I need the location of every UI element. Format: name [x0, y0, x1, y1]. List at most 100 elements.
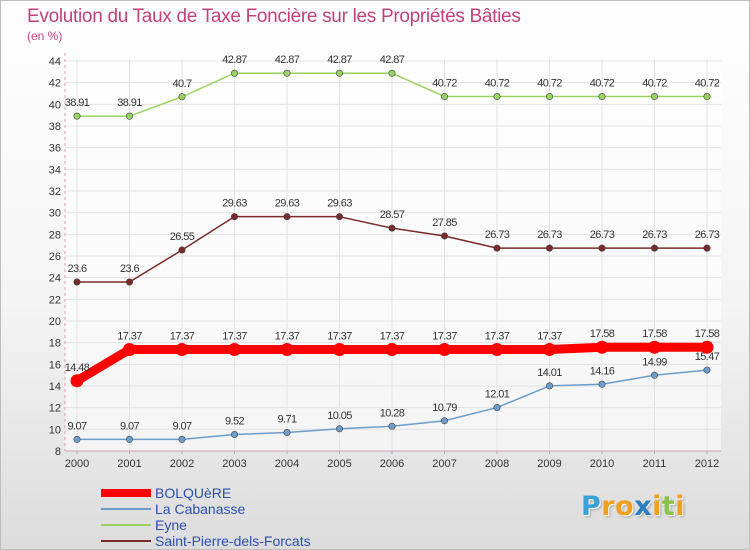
- y-tick-label: 40: [49, 99, 61, 111]
- x-tick-label: 2001: [117, 458, 141, 470]
- data-point: [123, 342, 136, 356]
- x-tick-label: 2011: [643, 458, 667, 470]
- legend-swatch: [101, 489, 151, 497]
- legend-label: Eyne: [155, 517, 187, 533]
- data-label: 38.91: [117, 97, 142, 109]
- data-label: 29.63: [275, 198, 300, 210]
- y-tick-label: 12: [49, 403, 61, 415]
- data-point: [178, 93, 186, 101]
- data-point: [545, 382, 553, 390]
- data-point: [598, 93, 606, 101]
- y-tick-label: 18: [49, 338, 61, 350]
- data-label: 14.01: [537, 367, 562, 379]
- data-point: [545, 93, 553, 101]
- data-label: 14.16: [590, 365, 615, 377]
- data-label: 10.28: [380, 407, 405, 419]
- data-label: 40.72: [590, 78, 615, 90]
- data-point: [231, 69, 239, 77]
- x-tick-label: 2005: [327, 458, 351, 470]
- data-label: 9.71: [277, 413, 296, 425]
- legend-swatch: [101, 508, 151, 510]
- data-point: [545, 244, 553, 252]
- y-tick-label: 42: [49, 78, 61, 90]
- y-tick-label: 10: [49, 424, 61, 436]
- y-axis-unit: (en %): [27, 29, 63, 43]
- data-point: [598, 380, 606, 388]
- data-point: [231, 213, 239, 221]
- data-label: 9.52: [225, 416, 244, 428]
- data-point: [650, 93, 658, 101]
- data-point: [73, 278, 81, 286]
- x-tick-label: 2008: [485, 458, 509, 470]
- data-point: [598, 244, 606, 252]
- legend-item: Saint-Pierre-dels-Forcats: [101, 533, 361, 549]
- data-label: 42.87: [275, 54, 300, 66]
- legend: BOLQUèRE La Cabanasse Eyne Saint-Pierre-del…: [101, 485, 361, 549]
- data-label: 26.73: [695, 229, 720, 241]
- data-label: 17.37: [117, 330, 142, 342]
- data-point: [650, 244, 658, 252]
- data-point: [335, 213, 343, 221]
- data-point: [388, 69, 396, 77]
- data-label: 14.99: [642, 356, 667, 368]
- data-point: [595, 340, 609, 354]
- y-tick-label: 44: [49, 56, 61, 68]
- data-label: 23.6: [67, 263, 86, 275]
- data-label: 28.57: [380, 209, 405, 221]
- logo-letter: r: [601, 491, 616, 522]
- x-tick-label: 2000: [65, 458, 89, 470]
- data-point: [178, 246, 186, 254]
- data-label: 40.7: [172, 78, 191, 90]
- data-point: [703, 244, 711, 252]
- data-label: 26.73: [590, 229, 615, 241]
- y-tick-label: 28: [49, 229, 61, 241]
- series-eyne: 38.91 38.91 40.7 42.87 42.87 42.87 42.87 40.72 4…: [65, 54, 720, 120]
- data-point: [283, 213, 291, 221]
- logo-letter: i: [652, 491, 662, 522]
- x-tick-label: 2004: [275, 458, 299, 470]
- legend-item: La Cabanasse: [101, 501, 361, 517]
- data-label: 17.37: [485, 330, 510, 342]
- data-point: [175, 342, 189, 356]
- data-point: [126, 435, 134, 443]
- data-label: 42.87: [380, 54, 405, 66]
- data-point: [126, 112, 134, 120]
- x-tick-label: 2007: [432, 458, 456, 470]
- series-saint-pierre-dels-forcats: 23.6 23.6 26.55 29.63 29.63 29.63 28.57 27.85 26…: [67, 198, 720, 286]
- data-point: [335, 425, 343, 433]
- y-tick-label: 8: [55, 446, 61, 458]
- data-point: [283, 69, 291, 77]
- y-tick-label: 20: [49, 316, 61, 328]
- data-point: [333, 342, 346, 356]
- data-label: 26.73: [537, 229, 562, 241]
- data-point: [280, 342, 294, 356]
- y-tick-label: 36: [49, 143, 61, 155]
- data-point: [388, 422, 396, 430]
- data-label: 17.37: [537, 330, 562, 342]
- data-label: 17.37: [380, 330, 405, 342]
- data-label: 17.37: [275, 330, 300, 342]
- logo-letter: P: [581, 491, 602, 522]
- data-label: 40.72: [537, 78, 562, 90]
- plot-area: [65, 59, 721, 451]
- proxiti-logo: Proxiti: [581, 491, 685, 522]
- data-label: 15.47: [695, 351, 720, 363]
- legend-label: La Cabanasse: [155, 501, 246, 517]
- data-point: [650, 371, 658, 379]
- data-point: [335, 69, 343, 77]
- logo-letter: x: [634, 491, 653, 522]
- y-tick-label: 22: [49, 294, 61, 306]
- data-label: 27.85: [432, 217, 457, 229]
- data-label: 17.58: [642, 328, 667, 340]
- legend-item: Eyne: [101, 517, 361, 533]
- data-label: 42.87: [327, 54, 352, 66]
- data-label: 26.55: [170, 231, 195, 243]
- legend-swatch: [101, 524, 151, 526]
- data-point: [493, 93, 501, 101]
- logo-letter: t: [661, 491, 676, 522]
- data-label: 17.58: [590, 328, 615, 340]
- data-label: 10.05: [327, 410, 352, 422]
- data-point: [703, 366, 711, 374]
- data-label: 10.79: [432, 402, 457, 414]
